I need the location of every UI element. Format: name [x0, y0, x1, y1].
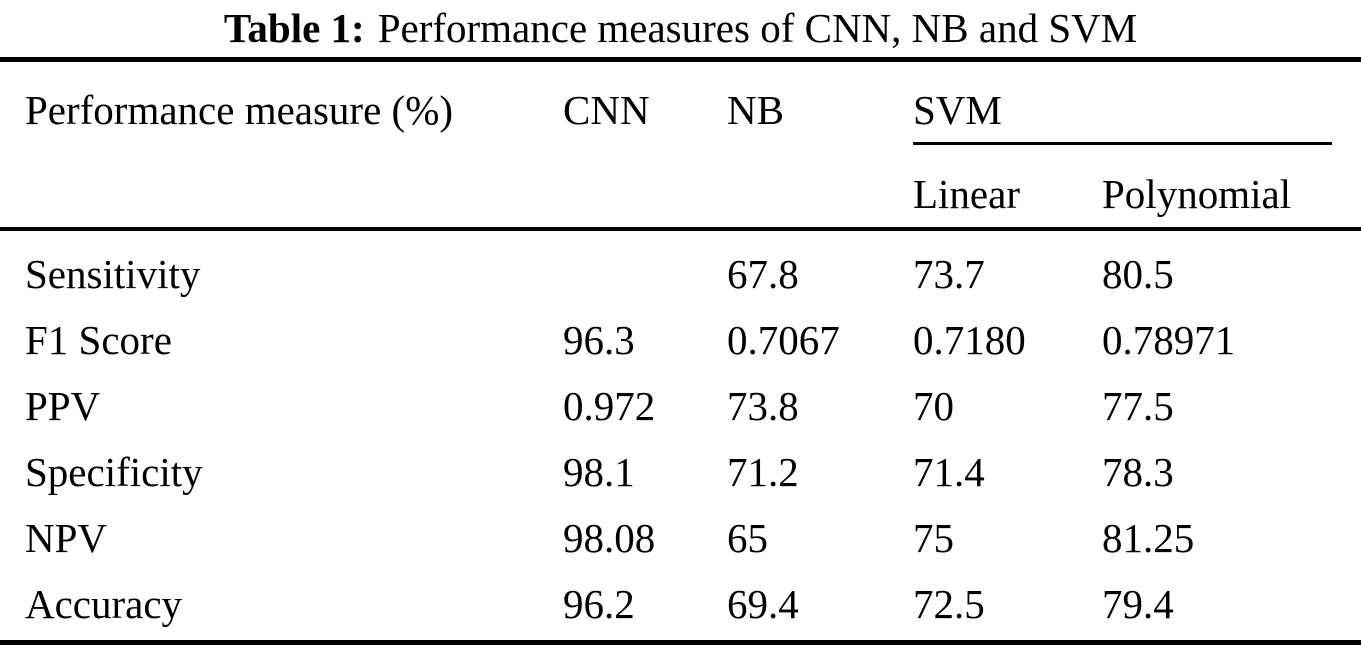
cell-measure: F1 Score [25, 317, 172, 363]
col-header-svm-group: SVM [913, 87, 1002, 133]
cell-svm-polynomial: 0.78971 [1102, 317, 1236, 363]
cell-svm-polynomial: 79.4 [1102, 581, 1174, 627]
cell-svm-polynomial: 81.25 [1102, 515, 1195, 561]
cell-svm-polynomial: 80.5 [1102, 251, 1174, 297]
table-row: Accuracy 96.2 69.4 72.5 79.4 [0, 571, 1361, 637]
cell-nb: 71.2 [727, 449, 799, 495]
top-rule [0, 57, 1361, 62]
cell-measure: Sensitivity [25, 251, 201, 297]
cell-cnn: 96.2 [563, 581, 635, 627]
cell-svm-linear: 73.7 [913, 251, 985, 297]
col-header-svm-linear: Linear [913, 171, 1020, 217]
cell-nb: 65 [727, 515, 768, 561]
cell-svm-polynomial: 78.3 [1102, 449, 1174, 495]
cell-cnn: 98.1 [563, 449, 635, 495]
cell-cnn: 0.972 [563, 383, 656, 429]
cell-nb: 73.8 [727, 383, 799, 429]
col-header-svm-polynomial: Polynomial [1102, 171, 1292, 217]
cell-svm-linear: 71.4 [913, 449, 985, 495]
cell-measure: PPV [25, 383, 101, 429]
table-header-row: Performance measure (%) CNN NB SVM [0, 86, 1361, 134]
cell-nb: 67.8 [727, 251, 799, 297]
caption-text: Performance measures of CNN, NB and SVM [377, 5, 1138, 51]
cell-svm-linear: 0.7180 [913, 317, 1026, 363]
col-header-cnn: CNN [563, 87, 650, 133]
table-row: F1 Score 96.3 0.7067 0.7180 0.78971 [0, 307, 1361, 373]
cell-cnn: 98.08 [563, 515, 656, 561]
cell-cnn: 96.3 [563, 317, 635, 363]
table-caption: Table 1: Performance measures of CNN, NB … [0, 2, 1361, 54]
header-rule [0, 227, 1361, 231]
caption-label: Table 1: [223, 5, 365, 51]
cell-measure: NPV [25, 515, 108, 561]
col-header-measure: Performance measure (%) [25, 87, 453, 133]
table-subheader-row: Linear Polynomial [0, 170, 1361, 218]
cell-measure: Accuracy [25, 581, 183, 627]
cell-measure: Specificity [25, 449, 203, 495]
table-row: Sensitivity 67.8 73.7 80.5 [0, 241, 1361, 307]
cell-svm-linear: 75 [913, 515, 954, 561]
cell-svm-linear: 72.5 [913, 581, 985, 627]
table-row: NPV 98.08 65 75 81.25 [0, 505, 1361, 571]
table-body: Sensitivity 67.8 73.7 80.5 F1 Score 96.3… [0, 241, 1361, 637]
cell-svm-linear: 70 [913, 383, 954, 429]
cell-cnn [563, 241, 727, 307]
svm-group-rule [913, 142, 1332, 145]
table-row: PPV 0.972 73.8 70 77.5 [0, 373, 1361, 439]
col-header-nb: NB [727, 87, 784, 133]
cell-nb: 69.4 [727, 581, 799, 627]
cell-nb: 0.7067 [727, 317, 840, 363]
table-row: Specificity 98.1 71.2 71.4 78.3 [0, 439, 1361, 505]
cell-svm-polynomial: 77.5 [1102, 383, 1174, 429]
bottom-rule [0, 640, 1361, 645]
